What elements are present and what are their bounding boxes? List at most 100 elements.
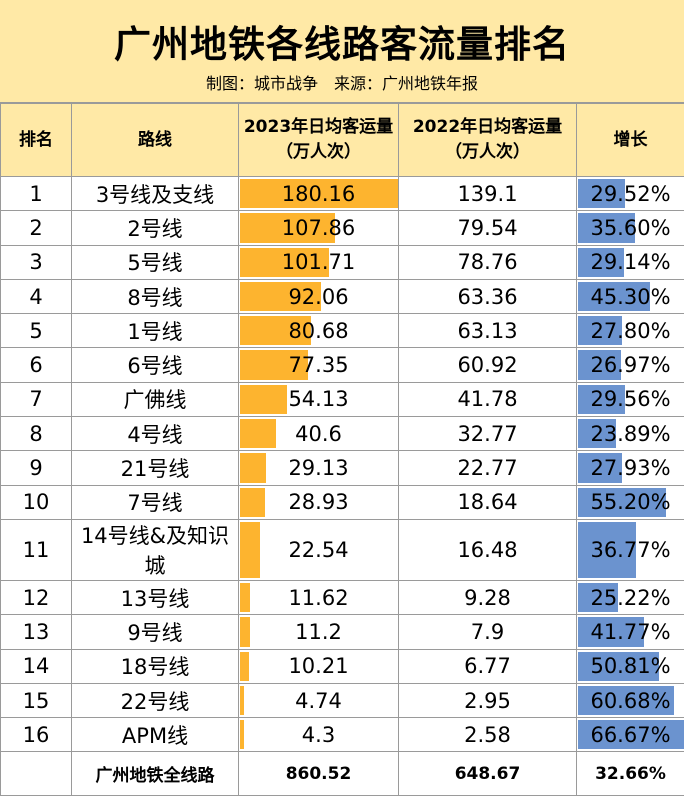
value-2022-cell: 63.13 — [399, 314, 577, 348]
rank-cell: 16 — [1, 718, 72, 752]
growth-cell: 35.60% — [577, 211, 684, 245]
value-2023: 4.74 — [295, 689, 342, 713]
value-2022: 60.92 — [457, 353, 517, 377]
value-2023-cell: 29.13 — [239, 451, 399, 485]
line-cell: 18号线 — [72, 649, 239, 683]
line-name: 广佛线 — [124, 388, 187, 412]
rank-value: 9 — [29, 456, 42, 480]
growth-cell: 29.56% — [577, 382, 684, 416]
rank-value: 8 — [29, 422, 42, 446]
rank-value: 13 — [23, 620, 50, 644]
value-2023-cell: 54.13 — [239, 382, 399, 416]
value-2023: 11.62 — [288, 586, 348, 610]
growth-value: 29.52% — [590, 182, 670, 206]
rank-value: 14 — [23, 654, 50, 678]
line-name: 22号线 — [121, 690, 190, 714]
header-2023-label: 2023年日均客运量（万人次） — [244, 117, 393, 162]
rank-cell: 8 — [1, 417, 72, 451]
rank-value: 7 — [29, 387, 42, 411]
value-2023-cell: 40.6 — [239, 417, 399, 451]
growth-cell: 29.52% — [577, 177, 684, 211]
growth-value: 60.68% — [590, 689, 670, 713]
value-2022-cell: 9.28 — [399, 580, 577, 614]
growth-cell: 41.77% — [577, 615, 684, 649]
line-name: 13号线 — [121, 587, 190, 611]
line-cell: 6号线 — [72, 348, 239, 382]
value-2023-cell: 92.06 — [239, 279, 399, 313]
growth-cell: 45.30% — [577, 279, 684, 313]
rank-value: 3 — [29, 250, 42, 274]
line-name: 5号线 — [127, 251, 182, 275]
value-2022: 6.77 — [464, 654, 511, 678]
rank-value: 11 — [23, 538, 50, 562]
line-name: 18号线 — [121, 655, 190, 679]
growth-cell: 60.68% — [577, 683, 684, 717]
rank-cell: 6 — [1, 348, 72, 382]
value-2023: 80.68 — [288, 319, 348, 343]
rank-cell: 4 — [1, 279, 72, 313]
line-cell: 1号线 — [72, 314, 239, 348]
value-2022: 41.78 — [457, 387, 517, 411]
value-2023: 29.13 — [288, 456, 348, 480]
table-row: 15 22号线 4.74 2.95 60.68% — [1, 683, 684, 717]
value-2022-cell: 7.9 — [399, 615, 577, 649]
growth-cell: 36.77% — [577, 519, 684, 580]
growth-value: 45.30% — [590, 285, 670, 309]
value-2023: 40.6 — [295, 422, 342, 446]
value-2023-cell: 11.2 — [239, 615, 399, 649]
rank-value: 5 — [29, 319, 42, 343]
rank-value: 6 — [29, 353, 42, 377]
bar-2023 — [240, 488, 265, 517]
value-2022: 2.95 — [464, 689, 511, 713]
header-growth: 增长 — [577, 104, 684, 177]
line-cell: 14号线&及知识城 — [72, 519, 239, 580]
growth-cell: 27.93% — [577, 451, 684, 485]
value-2023-cell: 11.62 — [239, 580, 399, 614]
value-2023-cell: 22.54 — [239, 519, 399, 580]
line-cell: 21号线 — [72, 451, 239, 485]
line-cell: 13号线 — [72, 580, 239, 614]
line-cell: 5号线 — [72, 245, 239, 279]
value-2023: 101.71 — [282, 250, 355, 274]
bar-2023 — [240, 652, 249, 681]
value-2023-cell: 4.74 — [239, 683, 399, 717]
header-rank-label: 排名 — [19, 130, 53, 150]
growth-value: 35.60% — [590, 216, 670, 240]
total-row: 广州地铁全线路 860.52 648.67 32.66% — [1, 752, 684, 796]
line-cell: 广佛线 — [72, 382, 239, 416]
header-line-label: 路线 — [138, 130, 172, 150]
bar-2023 — [240, 522, 260, 578]
value-2022: 32.77 — [457, 422, 517, 446]
growth-cell: 25.22% — [577, 580, 684, 614]
rank-cell: 12 — [1, 580, 72, 614]
growth-value: 66.67% — [590, 723, 670, 747]
line-cell: 7号线 — [72, 485, 239, 519]
table-row: 7 广佛线 54.13 41.78 29.56% — [1, 382, 684, 416]
bar-2023 — [240, 385, 287, 414]
rank-cell: 13 — [1, 615, 72, 649]
value-2023-cell: 101.71 — [239, 245, 399, 279]
page-title: 广州地铁各线路客流量排名 — [0, 14, 684, 68]
line-cell: 8号线 — [72, 279, 239, 313]
line-name: 4号线 — [127, 423, 182, 447]
header-growth-label: 增长 — [614, 130, 648, 150]
line-name: APM线 — [122, 724, 188, 748]
bar-2023 — [240, 583, 250, 612]
value-2022-cell: 22.77 — [399, 451, 577, 485]
line-name: 8号线 — [127, 286, 182, 310]
rank-value: 15 — [23, 689, 50, 713]
value-2022-cell: 2.58 — [399, 718, 577, 752]
growth-cell: 66.67% — [577, 718, 684, 752]
growth-value: 27.93% — [590, 456, 670, 480]
data-table: 排名 路线 2023年日均客运量（万人次） 2022年日均客运量（万人次） 增长… — [0, 103, 684, 796]
rank-cell: 15 — [1, 683, 72, 717]
